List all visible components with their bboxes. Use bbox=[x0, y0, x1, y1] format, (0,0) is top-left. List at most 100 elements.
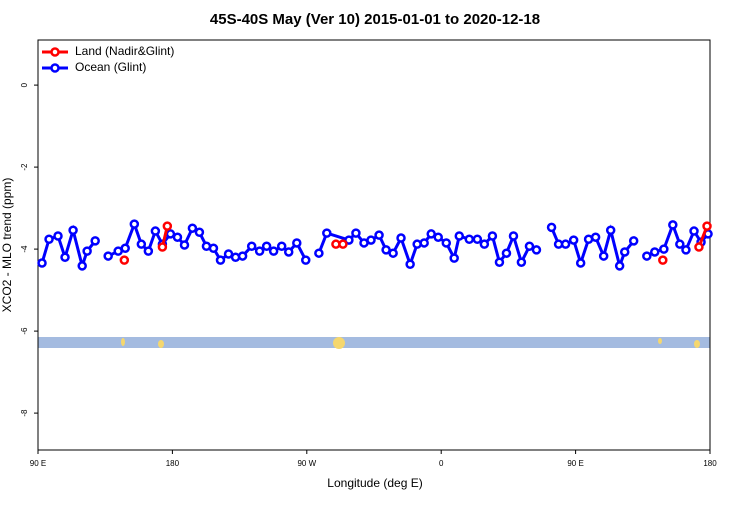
point bbox=[494, 257, 505, 267]
point bbox=[658, 255, 668, 265]
point bbox=[44, 234, 54, 245]
land-patch bbox=[121, 338, 125, 346]
y-tick-label: -8 bbox=[20, 409, 29, 417]
point bbox=[301, 255, 311, 265]
x-axis-label: Longitude (deg E) bbox=[327, 476, 422, 490]
legend-marker bbox=[50, 63, 60, 73]
point bbox=[172, 232, 183, 242]
point bbox=[60, 252, 70, 263]
point bbox=[292, 238, 302, 248]
x-tick-label: 180 bbox=[703, 459, 717, 468]
y-tick-label: -6 bbox=[20, 327, 29, 335]
point bbox=[179, 240, 190, 250]
point bbox=[675, 239, 685, 249]
point bbox=[143, 246, 154, 256]
x-tick-label: 90 W bbox=[297, 459, 316, 468]
point bbox=[314, 248, 324, 258]
point bbox=[119, 255, 130, 265]
legend-label: Ocean (Glint) bbox=[75, 60, 146, 74]
point bbox=[531, 245, 542, 255]
point bbox=[53, 231, 63, 241]
land-mask-band bbox=[38, 337, 710, 349]
point bbox=[516, 257, 527, 267]
point bbox=[381, 245, 391, 255]
y-tick-label: -4 bbox=[20, 245, 29, 253]
point bbox=[237, 251, 248, 261]
point bbox=[501, 248, 512, 258]
point bbox=[454, 231, 465, 241]
point bbox=[568, 235, 579, 245]
point bbox=[464, 234, 475, 245]
point bbox=[268, 246, 279, 256]
point bbox=[162, 221, 173, 231]
point bbox=[68, 225, 78, 235]
x-tick-label: 90 E bbox=[30, 459, 46, 468]
point bbox=[433, 232, 443, 242]
point bbox=[479, 239, 490, 249]
point bbox=[689, 226, 699, 236]
land-patch bbox=[333, 337, 345, 349]
point bbox=[157, 242, 168, 252]
y-tick-label: -2 bbox=[20, 163, 29, 171]
point bbox=[614, 261, 625, 271]
point bbox=[560, 239, 571, 249]
point bbox=[659, 244, 669, 254]
point bbox=[619, 247, 630, 257]
point bbox=[508, 231, 519, 241]
legend-marker bbox=[50, 47, 60, 57]
point bbox=[628, 236, 639, 246]
point bbox=[344, 235, 354, 245]
point bbox=[103, 251, 113, 261]
point bbox=[449, 253, 459, 263]
point bbox=[150, 226, 161, 236]
land-patch bbox=[158, 340, 164, 348]
point bbox=[351, 228, 361, 238]
point bbox=[366, 235, 376, 245]
land-patch bbox=[694, 340, 700, 348]
point bbox=[90, 236, 100, 246]
plot-frame bbox=[37, 39, 711, 451]
point bbox=[668, 220, 678, 230]
point bbox=[575, 258, 586, 268]
point bbox=[472, 234, 483, 245]
point bbox=[605, 225, 616, 235]
point bbox=[120, 243, 130, 254]
point bbox=[426, 229, 436, 239]
band bbox=[38, 337, 710, 348]
point bbox=[82, 246, 92, 256]
point bbox=[405, 259, 415, 270]
point bbox=[590, 232, 601, 242]
point bbox=[37, 258, 47, 268]
x-tick-label: 90 E bbox=[567, 459, 583, 468]
point bbox=[322, 228, 332, 238]
point bbox=[419, 238, 429, 248]
y-axis-label: XCO2 - MLO trend (ppm) bbox=[0, 178, 14, 313]
point bbox=[194, 227, 205, 238]
point bbox=[396, 233, 406, 243]
x-tick-label: 180 bbox=[166, 459, 180, 468]
point bbox=[642, 251, 652, 261]
point bbox=[374, 230, 384, 240]
point bbox=[702, 221, 712, 231]
y-tick-label: 0 bbox=[20, 82, 29, 87]
point bbox=[338, 239, 348, 249]
point bbox=[694, 242, 704, 252]
point bbox=[546, 222, 557, 233]
point bbox=[187, 223, 198, 233]
point bbox=[223, 249, 234, 259]
point bbox=[129, 219, 140, 229]
point bbox=[136, 239, 147, 249]
point bbox=[598, 251, 609, 261]
point bbox=[649, 247, 660, 257]
point bbox=[254, 246, 265, 256]
point bbox=[388, 248, 398, 258]
point bbox=[283, 247, 294, 257]
land-patch bbox=[658, 338, 662, 344]
point bbox=[487, 231, 498, 241]
point bbox=[441, 238, 452, 248]
x-tick-label: 0 bbox=[439, 459, 444, 468]
point bbox=[524, 241, 535, 251]
chart-title: 45S-40S May (Ver 10) 2015-01-01 to 2020-… bbox=[210, 11, 540, 28]
point bbox=[208, 243, 219, 254]
